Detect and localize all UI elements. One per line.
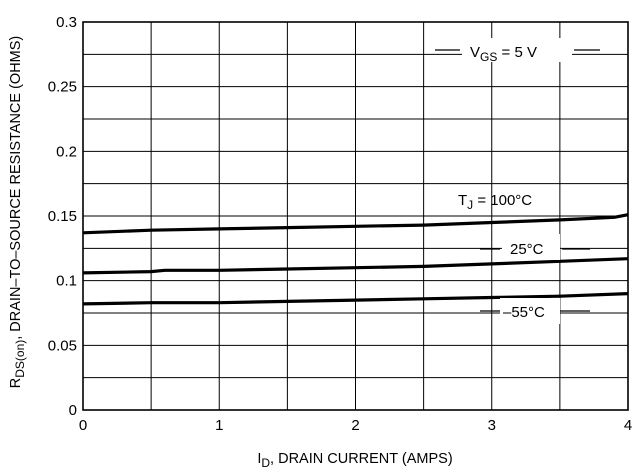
y-tick-label: 0.2 xyxy=(56,143,77,160)
y-tick-label: 0.3 xyxy=(56,14,77,31)
grid xyxy=(83,22,628,410)
y-tick-label: 0.05 xyxy=(48,337,77,354)
series-line-2 xyxy=(82,257,629,275)
plot-frame xyxy=(82,21,629,411)
x-tick-label: 1 xyxy=(215,417,223,434)
tm55-label-bg xyxy=(500,298,560,324)
t25-label-bg xyxy=(502,234,560,260)
series-line-1 xyxy=(82,213,629,235)
vgs-label-bg xyxy=(462,38,572,62)
x-tick-label: 3 xyxy=(488,417,496,434)
series-line-3 xyxy=(82,292,629,306)
y-tick-labels: 0 0.05 0.1 0.15 0.2 0.25 0.3 xyxy=(48,14,77,419)
vgs-label: VGS = 5 V xyxy=(470,44,537,64)
tm55-label: –55°C xyxy=(503,304,545,321)
y-tick-label: 0 xyxy=(69,402,77,419)
y-axis-label: RDS(on), DRAIN–TO–SOURCE RESISTANCE (OHM… xyxy=(8,36,27,389)
x-tick-label: 4 xyxy=(624,417,632,434)
x-tick-label: 0 xyxy=(79,417,87,434)
x-axis-label: ID, DRAIN CURRENT (AMPS) xyxy=(257,451,452,470)
curves xyxy=(82,213,629,306)
x-tick-labels: 0 1 2 3 4 xyxy=(79,417,632,434)
tj-100-label: TJ = 100°C xyxy=(458,192,532,212)
y-tick-label: 0.15 xyxy=(48,208,77,225)
x-tick-label: 2 xyxy=(351,417,359,434)
annotations: VGS = 5 V TJ = 100°C 25°C –55°C xyxy=(435,38,600,324)
y-tick-label: 0.1 xyxy=(56,273,77,290)
t25-label: 25°C xyxy=(510,241,544,258)
y-tick-label: 0.25 xyxy=(48,79,77,96)
